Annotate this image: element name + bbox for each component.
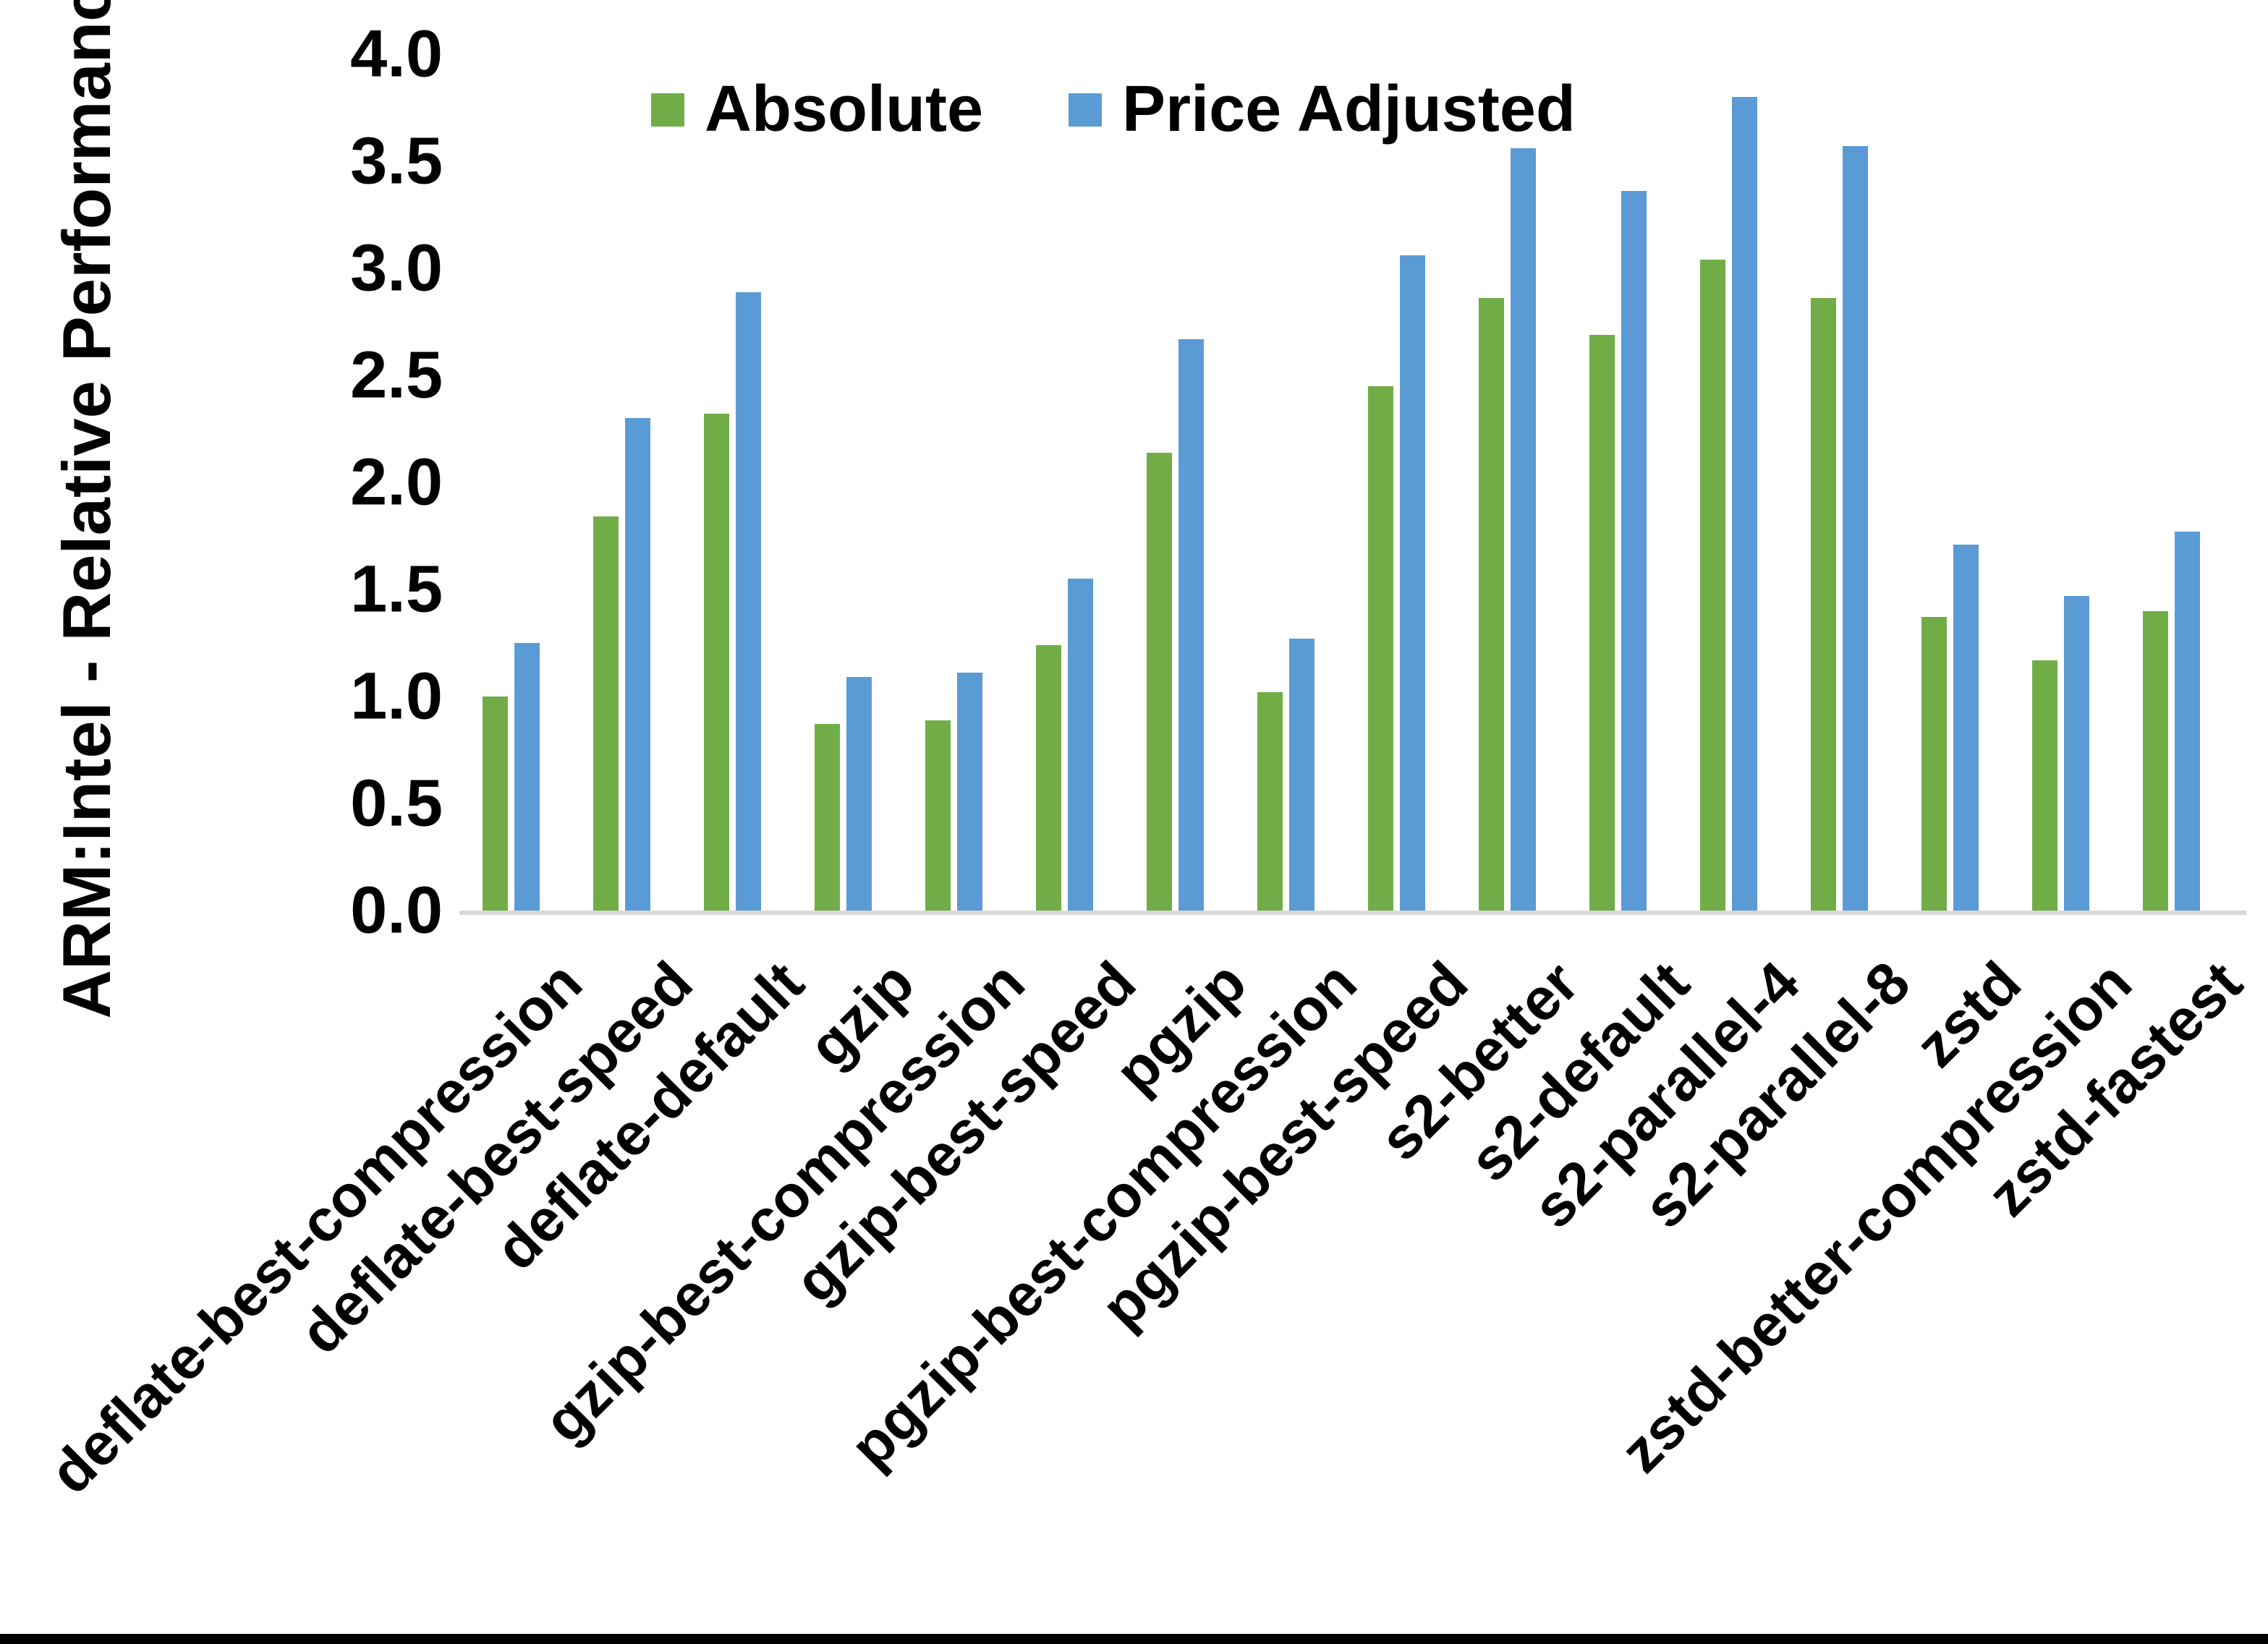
bar-absolute-gzip-best-compression: [925, 720, 951, 911]
bar-absolute-gzip: [815, 724, 840, 911]
bar-absolute-s2-better: [1479, 298, 1504, 911]
y-tick-label: 2.5: [350, 338, 443, 412]
y-tick-label: 0.5: [350, 766, 443, 840]
bar-absolute-s2-parallel-4: [1700, 260, 1725, 911]
bar-price-adjusted-deflate-default: [736, 292, 761, 911]
bar-price-adjusted-s2-default: [1621, 191, 1647, 911]
bar-absolute-deflate-default: [704, 414, 729, 911]
bar-price-adjusted-pgzip-best-compression: [1289, 639, 1314, 911]
bar-price-adjusted-pgzip-best-speed: [1400, 255, 1425, 911]
bar-price-adjusted-s2-parallel-8: [1843, 146, 1868, 911]
bar-absolute-s2-default: [1589, 335, 1615, 911]
bar-absolute-pgzip-best-speed: [1368, 386, 1393, 911]
y-tick-label: 1.0: [350, 659, 443, 733]
bar-price-adjusted-gzip-best-speed: [1068, 579, 1093, 911]
x-axis-line: [459, 911, 2246, 915]
bar-absolute-s2-parallel-8: [1811, 298, 1836, 911]
bar-price-adjusted-pgzip: [1178, 339, 1204, 911]
legend: Absolute Price Adjusted: [651, 72, 1576, 147]
bar-absolute-gzip-best-speed: [1036, 645, 1061, 911]
y-tick-label: 4.0: [350, 17, 443, 91]
bar-absolute-pgzip: [1147, 453, 1172, 911]
bar-absolute-zstd-better-compression: [2032, 660, 2057, 911]
bar-price-adjusted-gzip-best-compression: [957, 673, 982, 911]
bar-absolute-zstd: [1921, 617, 1947, 911]
legend-item-absolute: Absolute: [651, 72, 983, 147]
bar-absolute-pgzip-best-compression: [1257, 692, 1283, 911]
bar-absolute-deflate-best-speed: [593, 516, 619, 911]
bar-price-adjusted-s2-better: [1511, 148, 1536, 911]
y-tick-label: 0.0: [350, 873, 443, 947]
bottom-border-bar: [0, 1634, 2268, 1644]
legend-item-price-adjusted: Price Adjusted: [1069, 72, 1576, 147]
legend-label: Absolute: [705, 73, 984, 145]
bar-price-adjusted-zstd-fastest: [2175, 532, 2200, 911]
bar-price-adjusted-zstd: [1953, 545, 1979, 911]
legend-label: Price Adjusted: [1122, 73, 1576, 145]
bar-price-adjusted-deflate-best-speed: [625, 418, 650, 911]
bar-price-adjusted-zstd-better-compression: [2064, 596, 2089, 911]
y-tick-label: 1.5: [350, 552, 443, 626]
y-tick-label: 2.0: [350, 445, 443, 519]
bar-price-adjusted-deflate-best-compression: [514, 643, 540, 911]
bar-price-adjusted-s2-parallel-4: [1732, 97, 1757, 911]
legend-swatch-blue: [1069, 93, 1103, 127]
bar-price-adjusted-gzip: [846, 677, 872, 911]
bar-absolute-deflate-best-compression: [483, 697, 508, 911]
bar-absolute-zstd-fastest: [2143, 611, 2168, 911]
legend-swatch-green: [651, 93, 684, 127]
y-tick-label: 3.5: [350, 124, 443, 198]
y-tick-label: 3.0: [350, 231, 443, 305]
y-axis-title: ARM:Intel - Relative Performance: [48, 0, 124, 1019]
